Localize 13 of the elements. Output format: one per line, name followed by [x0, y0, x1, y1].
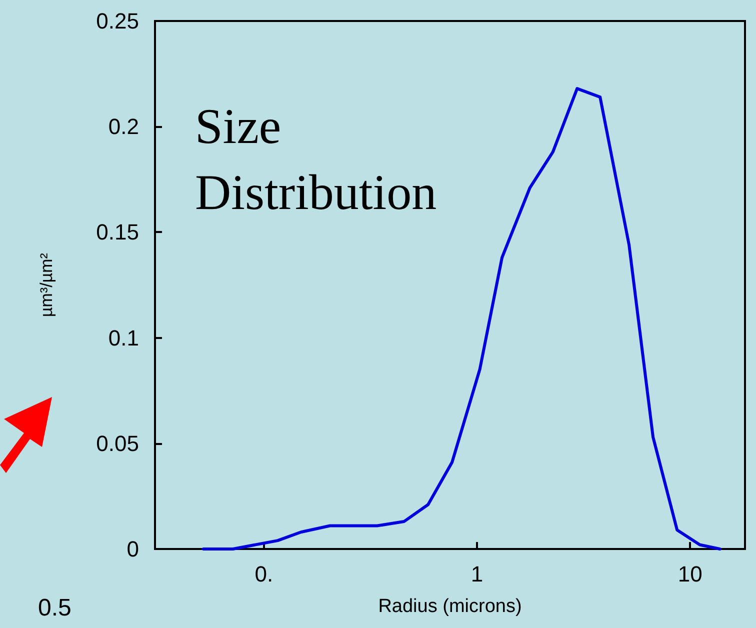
x-axis-title: Radius (microns) [378, 596, 522, 617]
x-tick-label: 0. [254, 562, 274, 586]
y-tick-label: 0.2 [108, 114, 139, 140]
x-tick-label: 1 [470, 562, 484, 586]
text: Size Distribution [195, 98, 437, 220]
x-tick-label: 10 [678, 562, 702, 586]
text: 0.5 [38, 594, 72, 622]
y-tick-label: 0.05 [96, 430, 139, 456]
y-tick-label: 0.25 [96, 8, 139, 34]
y-tick-label: 0.1 [108, 325, 139, 350]
y-tick-label: 0 [126, 536, 139, 562]
y-tick-label: 0.15 [96, 220, 139, 245]
y-axis-title: µm³/µm² [37, 252, 56, 317]
